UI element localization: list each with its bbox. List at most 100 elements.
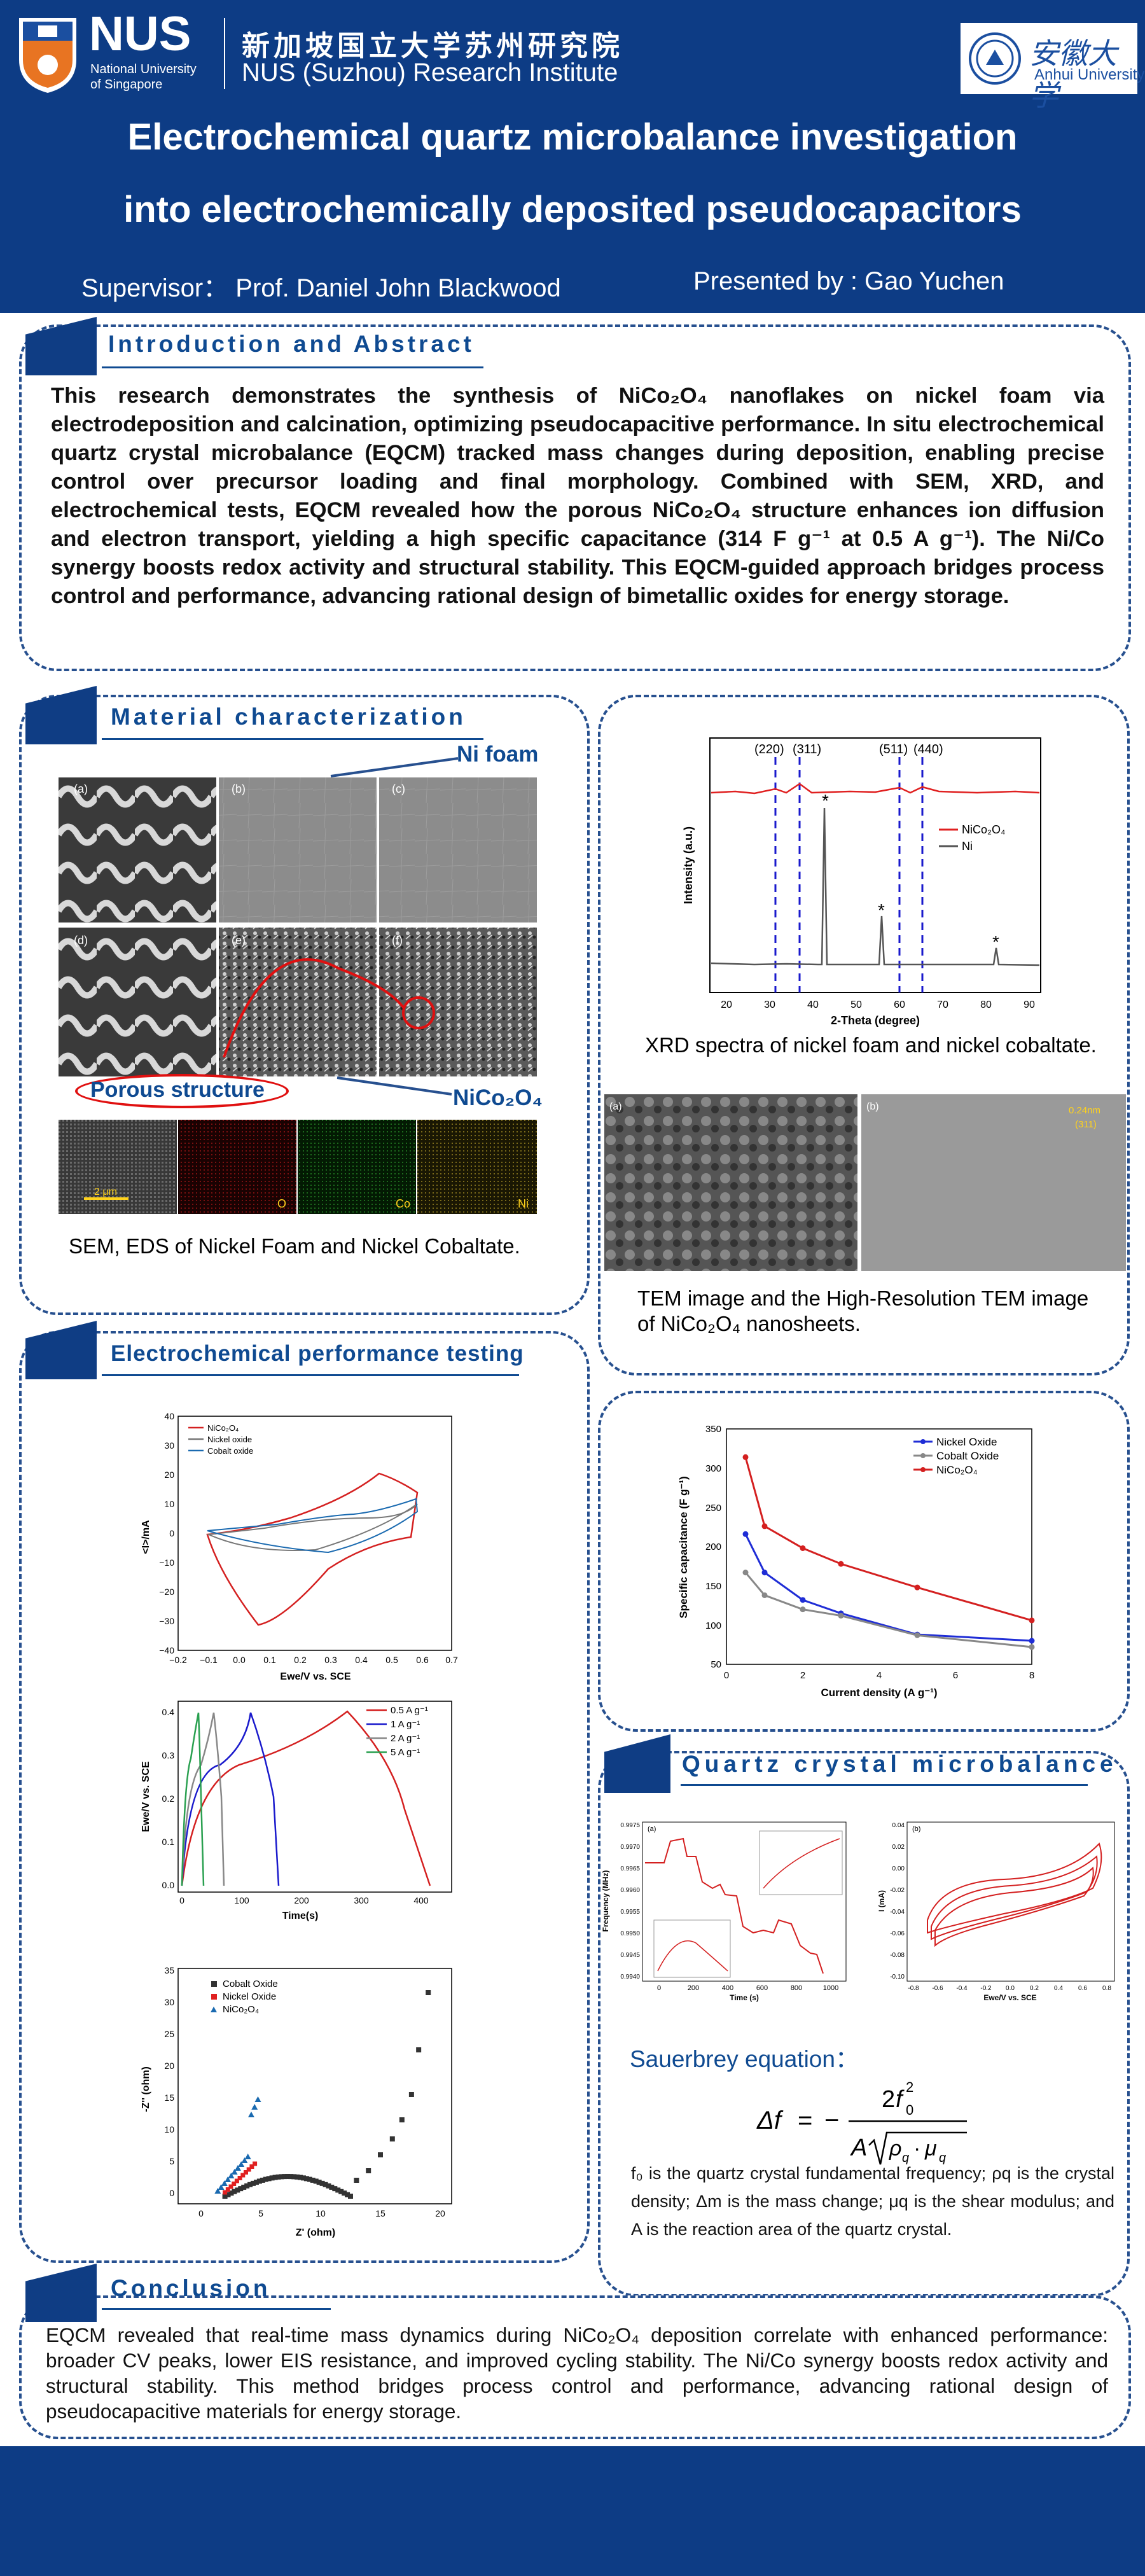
eis-point-cobalt [238, 2186, 244, 2192]
eis-chart: Cobalt Oxide Nickel Oxide NiCo₂O₄ 0 5 10… [137, 1962, 468, 2242]
cv-xtick: 0.2 [294, 1655, 307, 1665]
svg-text:0: 0 [906, 2102, 913, 2118]
cap-data-point [1029, 1644, 1035, 1650]
tem-lattice-spacing: 0.24nm [1069, 1105, 1100, 1116]
eis-point-cobalt [342, 2190, 347, 2196]
gcd-xtick: 0 [179, 1895, 184, 1905]
sauerbrey-description: f₀ is the quartz crystal fundamental fre… [631, 2164, 1114, 2239]
eis-xtick: 0 [198, 2208, 204, 2218]
eis-point-cobalt [354, 2178, 359, 2183]
gcd-chart: 0.5 A g⁻¹ 1 A g⁻¹ 2 A g⁻¹ 5 A g⁻¹ 0 100 … [137, 1695, 468, 1924]
qcm-cv-xtick: -0.8 [908, 1985, 919, 1992]
cap-xtick: 4 [877, 1670, 882, 1681]
gcd-ylabel: Ewe/V vs. SCE [141, 1761, 151, 1832]
gcd-ytick: 0.2 [162, 1793, 175, 1804]
eis-point-cobalt [316, 2180, 322, 2185]
nico-pointer [331, 1075, 458, 1101]
svg-text:q: q [902, 2151, 909, 2165]
cv-xtick: 0.4 [355, 1655, 368, 1665]
qcm-cv-ytick: -0.04 [890, 1909, 905, 1916]
qcm-freq-ytick: 0.9945 [620, 1952, 640, 1959]
eis-point-cobalt [303, 2176, 309, 2182]
eis-ylabel: -Z'' (ohm) [141, 2066, 151, 2112]
eis-legend-nickel: Nickel Oxide [223, 1991, 276, 2002]
qcm-freq-xtick: 600 [756, 1984, 768, 1992]
cv-xtick: 0.7 [445, 1655, 458, 1665]
eis-point-nickel [237, 2176, 242, 2180]
gcd-legend-3: 5 A g⁻¹ [391, 1747, 420, 1758]
qcm-cv-xtick: -0.6 [932, 1985, 943, 1992]
conclusion-title: Conclusion [111, 2275, 271, 2301]
qcm-freq-xtick: 800 [791, 1984, 802, 1992]
material-underline [102, 738, 483, 740]
eis-xtick: 10 [316, 2208, 326, 2218]
eis-point-cobalt [253, 2180, 259, 2185]
eis-point-cobalt [366, 2168, 371, 2173]
eis-point-nickel [253, 2161, 258, 2166]
gcd-ytick: 0.4 [162, 1707, 175, 1717]
svg-text:Δf: Δf [756, 2106, 784, 2134]
eis-point-cobalt [300, 2175, 306, 2181]
cap-ylabel: Specific capacitance (F g⁻¹) [677, 1476, 690, 1618]
eis-xtick: 20 [435, 2208, 445, 2218]
xrd-peak-511: (511) [879, 742, 908, 756]
cap-data-point [800, 1597, 806, 1603]
cv-ytick: −30 [159, 1616, 174, 1626]
cap-data-point [914, 1584, 920, 1591]
xrd-xtick: 40 [807, 999, 819, 1010]
xrd-peak-220: (220) [754, 742, 784, 756]
cap-data-point [838, 1613, 844, 1619]
institute-en: NUS (Suzhou) Research Institute [242, 59, 618, 87]
qcm-freq-ytick: 0.9960 [620, 1887, 640, 1894]
eis-point-nico [225, 2176, 232, 2182]
cv-xtick: −0.1 [200, 1655, 218, 1665]
eis-point-nickel [244, 2170, 248, 2175]
qcm-cv-chart: (b) 0.04 0.02 0.00 -0.02 -0.04 -0.06 -0.… [877, 1818, 1125, 2003]
material-flag [25, 686, 97, 744]
cap-data-point [761, 1570, 768, 1576]
sauerbrey-equation: Δf = − 2 f 0 2 A ρ q · μ q [751, 2069, 992, 2177]
sem-caption: SEM, EDS of Nickel Foam and Nickel Cobal… [69, 1234, 520, 1258]
intro-panel [19, 324, 1131, 671]
qcm-freq-xtick: 200 [688, 1984, 699, 1992]
cap-ytick: 150 [705, 1581, 721, 1592]
qcm-freq-ytick: 0.9940 [620, 1974, 640, 1981]
qcm-freq-xtick: 1000 [823, 1984, 838, 1992]
eis-ytick: 20 [164, 2061, 174, 2071]
cap-legend-nico: NiCo₂O₄ [936, 1464, 978, 1476]
tem-caption-line1: TEM image and the High-Resolution TEM im… [637, 1286, 1089, 1310]
ni-foam-pointer [324, 753, 464, 779]
cv-ytick: −10 [159, 1557, 174, 1568]
eis-ytick: 5 [169, 2156, 174, 2166]
eis-point-cobalt [338, 2189, 344, 2194]
cap-ytick: 50 [711, 1659, 721, 1670]
cap-ytick: 250 [705, 1503, 721, 1514]
sem-image-grid: (a) (b) (c) (d) (e) (f) [59, 777, 537, 1076]
anhui-en: Anhui University [1034, 66, 1145, 83]
eis-xtick: 5 [258, 2208, 263, 2218]
eis-point-cobalt [269, 2175, 275, 2181]
eis-legend-nico: NiCo₂O₄ [223, 2004, 259, 2015]
cv-xtick: 0.3 [324, 1655, 337, 1665]
nus-name: NUS [89, 7, 191, 61]
tem-images: (a) (b) 0.24nm (311) [604, 1094, 1126, 1271]
eis-point-cobalt [251, 2180, 256, 2186]
poster-title-line2: into electrochemically deposited pseudoc… [123, 189, 1022, 230]
eis-point-cobalt [235, 2187, 240, 2193]
eis-point-nico [238, 2161, 245, 2167]
cv-ytick: 40 [164, 1411, 174, 1421]
qcm-cv-ytick: 0.02 [892, 1844, 905, 1851]
qcm-cv-xtick: 0.4 [1054, 1985, 1063, 1992]
cap-xtick: 8 [1029, 1670, 1034, 1681]
cv-xtick: 0.1 [263, 1655, 276, 1665]
qcm-freq-xlabel: Time (s) [730, 1993, 759, 2002]
intro-title: Introduction and Abstract [108, 331, 475, 357]
svg-text:μ: μ [924, 2136, 937, 2161]
cap-data-point [1029, 1617, 1035, 1624]
eis-point-nico [228, 2173, 235, 2178]
cap-xtick: 0 [724, 1670, 729, 1681]
xrd-caption: XRD spectra of nickel foam and nickel co… [645, 1033, 1097, 1057]
qcm-cv-xtick: 0.2 [1030, 1985, 1039, 1992]
cap-data-point [761, 1523, 768, 1529]
qcm-freq-ylabel: Frequency (MHz) [601, 1870, 610, 1932]
